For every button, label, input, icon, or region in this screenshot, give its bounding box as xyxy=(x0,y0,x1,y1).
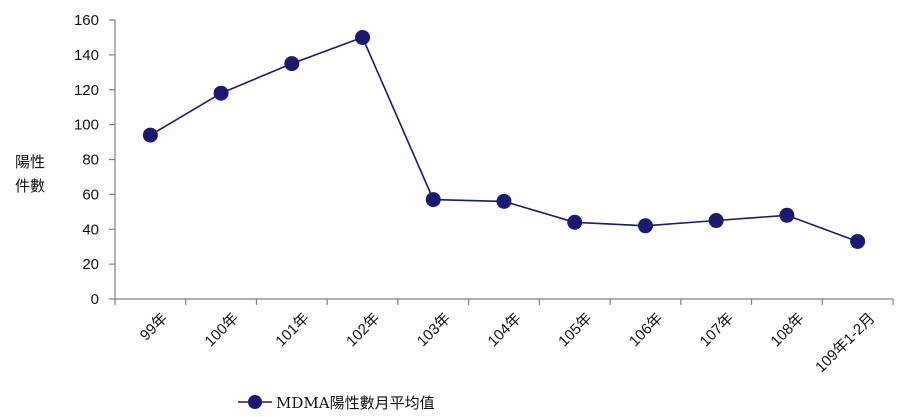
data-point xyxy=(708,213,724,229)
x-tick-label: 102年 xyxy=(343,310,383,350)
x-tick-label: 108年 xyxy=(767,310,807,350)
x-tick-label: 100年 xyxy=(202,310,242,350)
data-point xyxy=(496,193,512,209)
y-axis-ticks: 0 20 40 60 80 100 120 140 160 xyxy=(74,12,115,308)
data-point xyxy=(850,233,866,249)
y-axis-label-line-2: 件數 xyxy=(15,177,45,195)
legend: MDMA陽性數月平均值 xyxy=(238,394,435,412)
data-point xyxy=(779,207,795,223)
data-point xyxy=(355,29,371,45)
y-tick-label: 20 xyxy=(82,256,99,273)
y-tick-label: 100 xyxy=(74,117,99,134)
x-tick-label: 109年1-2月 xyxy=(812,310,878,376)
y-axis-label: 陽性 件數 xyxy=(15,153,45,195)
y-axis-label-line-1: 陽性 xyxy=(15,153,45,171)
y-tick-label: 60 xyxy=(82,186,99,203)
x-tick-label: 107年 xyxy=(697,310,737,350)
data-point xyxy=(284,56,300,72)
x-axis-ticks: 99年 100年 101年 102年 103年 104年 105年 106年 107年 108年 1… xyxy=(114,299,894,376)
data-point xyxy=(213,85,229,101)
series-line xyxy=(149,36,858,243)
x-tick-label: 99年 xyxy=(137,310,171,344)
axes xyxy=(114,20,893,300)
y-tick-label: 0 xyxy=(91,291,99,308)
y-tick-label: 40 xyxy=(82,221,99,238)
series-layer xyxy=(142,29,866,249)
data-point xyxy=(567,214,583,230)
x-tick-label: 104年 xyxy=(485,310,525,350)
x-tick-label: 105年 xyxy=(555,310,595,350)
legend-marker xyxy=(248,395,262,409)
y-tick-label: 120 xyxy=(74,82,99,99)
y-tick-label: 140 xyxy=(74,47,99,64)
y-tick-label: 160 xyxy=(74,12,99,29)
data-point xyxy=(637,218,653,234)
legend-label: MDMA陽性數月平均值 xyxy=(276,394,435,412)
y-tick-label: 80 xyxy=(82,152,99,169)
x-tick-label: 106年 xyxy=(626,310,666,350)
x-tick-label: 101年 xyxy=(272,310,312,350)
x-tick-label: 103年 xyxy=(414,310,454,350)
data-point xyxy=(142,127,158,143)
data-point xyxy=(425,192,441,208)
